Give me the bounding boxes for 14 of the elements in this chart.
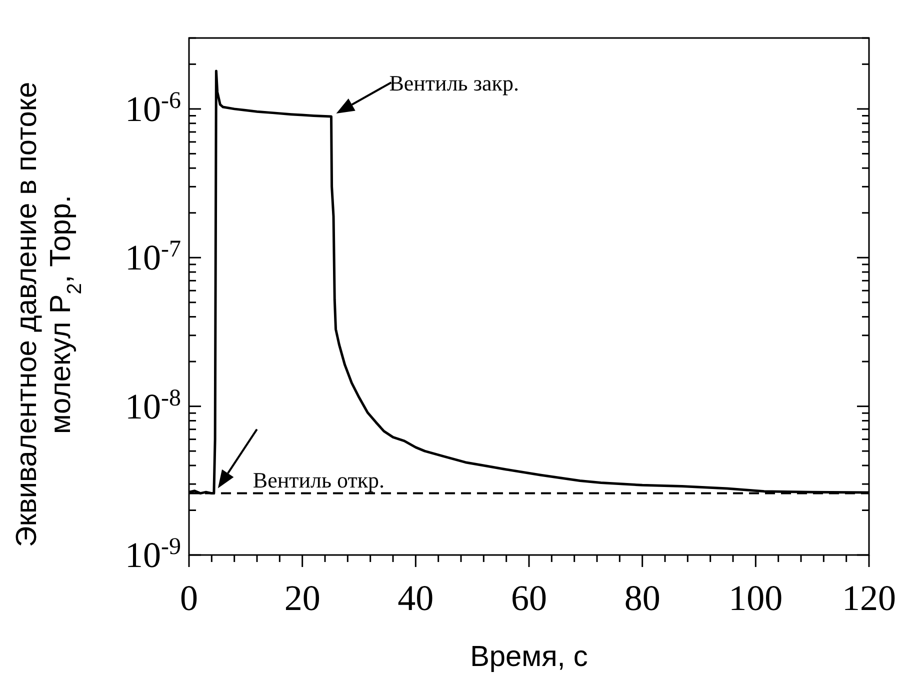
x-tick-label: 60 bbox=[511, 578, 547, 618]
y-tick-label: 10$^{-6}$ bbox=[125, 88, 181, 129]
x-tick-label: 100 bbox=[728, 578, 783, 618]
y-tick-label: 10$^{-9}$ bbox=[125, 534, 181, 575]
x-axis-title: Время, с bbox=[470, 641, 588, 673]
x-tick-label: 40 bbox=[398, 578, 434, 618]
y-tick-label: 10$^{-7}$ bbox=[125, 236, 181, 278]
x-tick-label: 0 bbox=[180, 578, 198, 618]
y-tick-label: 10$^{-8}$ bbox=[125, 385, 181, 426]
annotation: Вентиль закр. bbox=[389, 70, 519, 96]
x-tick-label: 20 bbox=[284, 578, 320, 618]
x-tick-label: 80 bbox=[624, 578, 660, 618]
annotation: Вентиль откр. bbox=[252, 467, 385, 492]
x-tick-label: 120 bbox=[842, 578, 896, 618]
